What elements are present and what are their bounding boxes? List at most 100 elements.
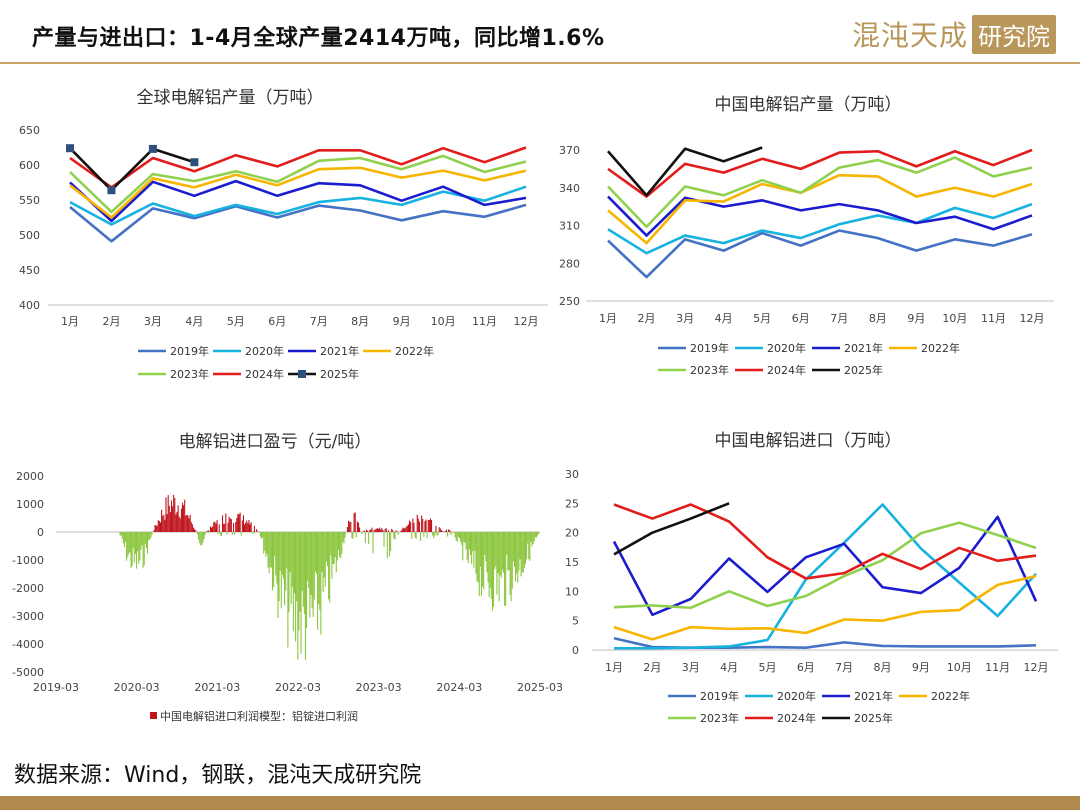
x-tick-label: 11月 — [472, 315, 497, 328]
x-tick-label: 2020-03 — [114, 681, 160, 694]
x-tick-label: 1月 — [599, 312, 617, 325]
x-tick-label: 2月 — [643, 661, 661, 674]
x-tick-label: 2021-03 — [194, 681, 240, 694]
x-tick-label: 2022-03 — [275, 681, 321, 694]
x-tick-label: 2024-03 — [436, 681, 482, 694]
x-tick-label: 2019-03 — [33, 681, 79, 694]
y-tick-label: 310 — [559, 220, 580, 233]
x-tick-label: 7月 — [835, 661, 853, 674]
x-tick-label: 2025-03 — [517, 681, 563, 694]
y-tick-label: 5 — [572, 615, 579, 628]
series-line-2023年 — [613, 521, 1037, 610]
y-tick-label: 0 — [572, 644, 579, 657]
y-tick-label: 370 — [559, 144, 580, 157]
series-line-2024年 — [69, 146, 527, 189]
y-tick-label: 600 — [19, 159, 40, 172]
legend-label: 2022年 — [931, 689, 970, 703]
y-tick-label: 340 — [559, 182, 580, 195]
x-tick-label: 3月 — [676, 312, 694, 325]
chart-4: 中国电解铝进口（万吨） 30 25 20 15 10 5 0 1月 2月 3月 4月 5月 6月 7月 8月 9… — [565, 431, 1058, 725]
legend-label: 2024年 — [245, 367, 284, 381]
x-tick-label: 7月 — [310, 315, 328, 328]
x-tick-label: 3月 — [144, 315, 162, 328]
x-tick-label: 9月 — [393, 315, 411, 328]
x-tick-label: 5月 — [227, 315, 245, 328]
y-tick-label: -1000 — [12, 554, 44, 567]
series-line-2023年 — [607, 156, 1033, 229]
y-tick-label: 10 — [565, 585, 579, 598]
series-line-2021年 — [607, 195, 1033, 237]
x-tick-label: 12月 — [1024, 661, 1049, 674]
chart-title: 中国电解铝进口（万吨） — [715, 431, 902, 451]
series-point — [66, 144, 74, 153]
legend-label: 2024年 — [777, 711, 816, 725]
x-tick-label: 9月 — [912, 661, 930, 674]
x-tick-label: 5月 — [753, 312, 771, 325]
y-tick-label: 1000 — [16, 498, 44, 511]
series-line-2024年 — [607, 148, 1033, 198]
chart-title: 中国电解铝产量（万吨） — [715, 95, 902, 115]
series-line-2019年 — [69, 203, 527, 243]
x-tick-label: 10月 — [431, 315, 456, 328]
series-line-2025年 — [607, 146, 763, 197]
x-tick-label: 9月 — [907, 312, 925, 325]
x-tick-label: 8月 — [874, 661, 892, 674]
series-line-2020年 — [614, 503, 1037, 650]
logo-text: 混沌天成 — [851, 19, 968, 52]
x-tick-label: 11月 — [985, 661, 1010, 674]
series-point — [190, 158, 199, 167]
series-line-2024年 — [613, 503, 1037, 580]
x-tick-label: 6月 — [792, 312, 810, 325]
y-tick-label: 25 — [565, 497, 579, 510]
chart-title: 电解铝进口盈亏（元/吨） — [179, 432, 372, 452]
y-tick-label: 2000 — [16, 470, 44, 483]
chart-3: 电解铝进口盈亏（元/吨） 2000 1000 0 -1000 -2000 -3000 -400… — [12, 432, 563, 723]
legend-label: 2019年 — [690, 341, 729, 355]
y-tick-label: 400 — [19, 299, 40, 312]
legend-label: 2019年 — [700, 689, 739, 703]
legend-marker — [298, 370, 306, 378]
series-line-2019年 — [607, 229, 1033, 279]
legend-label: 2025年 — [844, 363, 883, 377]
series-line-2022年 — [607, 173, 1033, 245]
legend-label: 2021年 — [844, 341, 883, 355]
y-tick-label: 30 — [565, 468, 579, 481]
x-tick-label: 6月 — [268, 315, 286, 328]
x-tick-label: 2月 — [102, 315, 120, 328]
x-tick-label: 2月 — [638, 312, 656, 325]
series-point — [148, 144, 157, 153]
y-tick-label: 450 — [19, 264, 40, 277]
legend-label: 2022年 — [395, 344, 434, 358]
legend-label: 2021年 — [320, 344, 359, 358]
legend-label: 2023年 — [170, 367, 209, 381]
y-tick-label: 250 — [559, 295, 580, 308]
brand-logo: 混沌天成 研究院 — [852, 14, 1056, 54]
x-tick-label: 6月 — [797, 661, 815, 674]
series-line-2019年 — [613, 636, 1037, 649]
logo-box: 研究院 — [972, 14, 1056, 54]
legend-label: 2022年 — [921, 341, 960, 355]
series-line-2025年 — [69, 147, 195, 192]
legend-label: 2023年 — [700, 711, 739, 725]
legend-label: 2020年 — [767, 341, 806, 355]
y-tick-label: -3000 — [12, 610, 44, 623]
series-point — [107, 186, 116, 195]
legend-label: 2025年 — [320, 367, 359, 381]
x-tick-label: 5月 — [758, 661, 776, 674]
footer-bar — [0, 796, 1080, 810]
chart-title: 全球电解铝产量（万吨） — [137, 88, 324, 108]
x-tick-label: 12月 — [514, 315, 539, 328]
legend-swatch — [150, 712, 157, 719]
x-tick-label: 8月 — [351, 315, 369, 328]
x-tick-label: 2023-03 — [356, 681, 402, 694]
chart-2: 中国电解铝产量（万吨） 370 340 310 280 250 1月 2月 3月 4月 5月 6月 7月… — [559, 95, 1054, 377]
y-tick-label: 650 — [19, 124, 40, 137]
x-tick-label: 3月 — [682, 661, 700, 674]
series-line-2022年 — [69, 166, 527, 219]
legend-label: 2019年 — [170, 344, 209, 358]
legend-label: 2020年 — [245, 344, 284, 358]
x-tick-label: 4月 — [715, 312, 733, 325]
y-tick-label: 0 — [37, 526, 44, 539]
series-line-2021年 — [69, 179, 527, 223]
